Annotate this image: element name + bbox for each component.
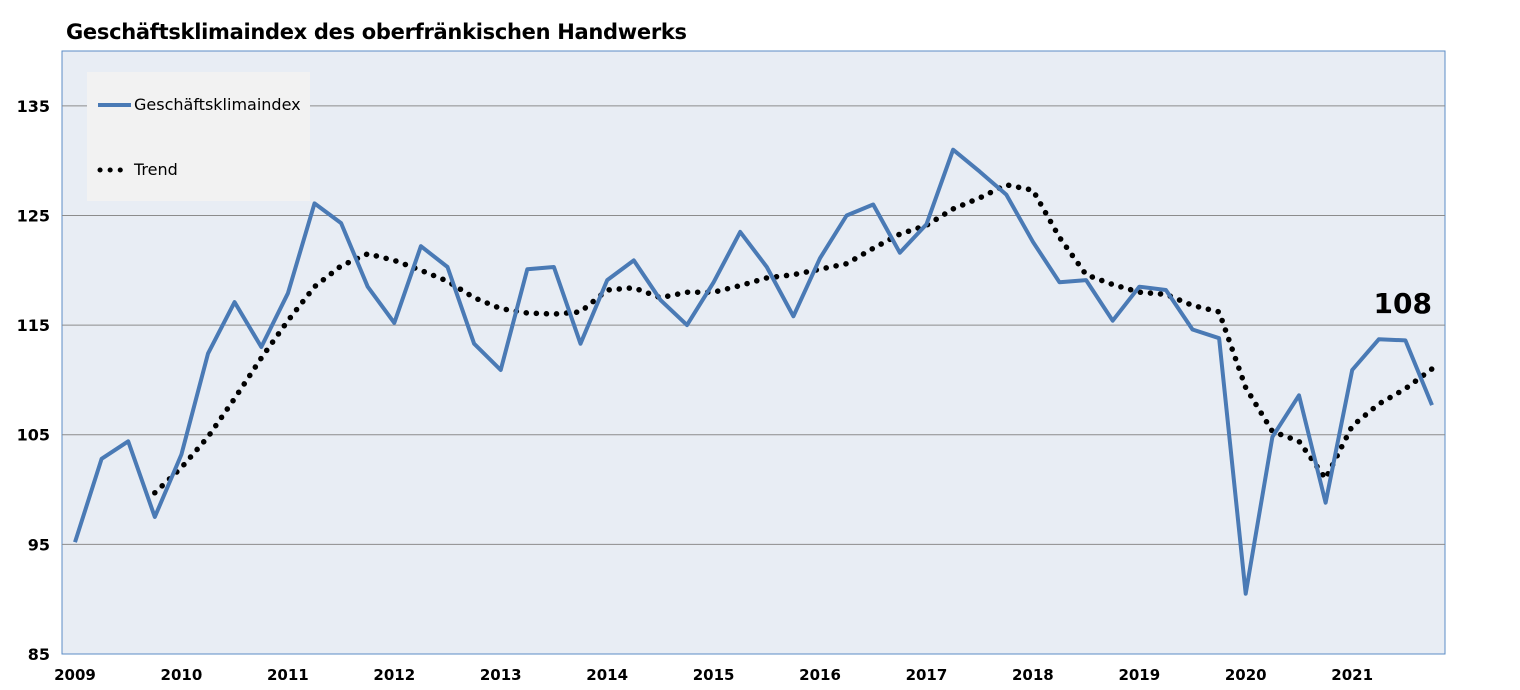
x-tick-label: 2021 — [1331, 666, 1373, 684]
x-tick-label: 2011 — [267, 666, 309, 684]
legend: Geschäftsklimaindex Trend — [87, 72, 310, 201]
legend-label-trend: Trend — [133, 160, 178, 179]
series-line-trend — [152, 182, 1435, 496]
x-tick-label: 2016 — [799, 666, 841, 684]
x-tick-label: 2020 — [1225, 666, 1267, 684]
x-tick-label: 2010 — [161, 666, 203, 684]
series-line-geschaeftsklimaindex — [73, 147, 1434, 596]
x-tick-label: 2017 — [906, 666, 948, 684]
series-lines — [73, 147, 1435, 596]
y-tick-label: 85 — [28, 645, 50, 664]
x-tick-label: 2015 — [693, 666, 735, 684]
y-tick-label: 135 — [17, 97, 50, 116]
y-tick-label: 105 — [17, 426, 50, 445]
y-tick-label: 125 — [17, 206, 50, 225]
x-axis-ticks: 2009 2010 2011 2012 2013 2014 2015 2016 2017 2018… — [54, 666, 1373, 684]
x-tick-label: 2014 — [586, 666, 628, 684]
x-tick-label: 2009 — [54, 666, 96, 684]
y-axis-ticks: 85 95 105 115 125 135 — [17, 97, 50, 664]
x-tick-label: 2019 — [1118, 666, 1160, 684]
x-tick-label: 2012 — [373, 666, 415, 684]
x-tick-label: 2018 — [1012, 666, 1054, 684]
chart-title: Geschäftsklimaindex des oberfränkischen … — [66, 20, 687, 44]
y-tick-label: 115 — [17, 316, 50, 335]
x-tick-label: 2013 — [480, 666, 522, 684]
legend-label-index: Geschäftsklimaindex — [134, 95, 301, 114]
last-value-annotation: 108 — [1374, 287, 1432, 320]
y-tick-label: 95 — [28, 535, 50, 554]
legend-box — [87, 72, 310, 201]
